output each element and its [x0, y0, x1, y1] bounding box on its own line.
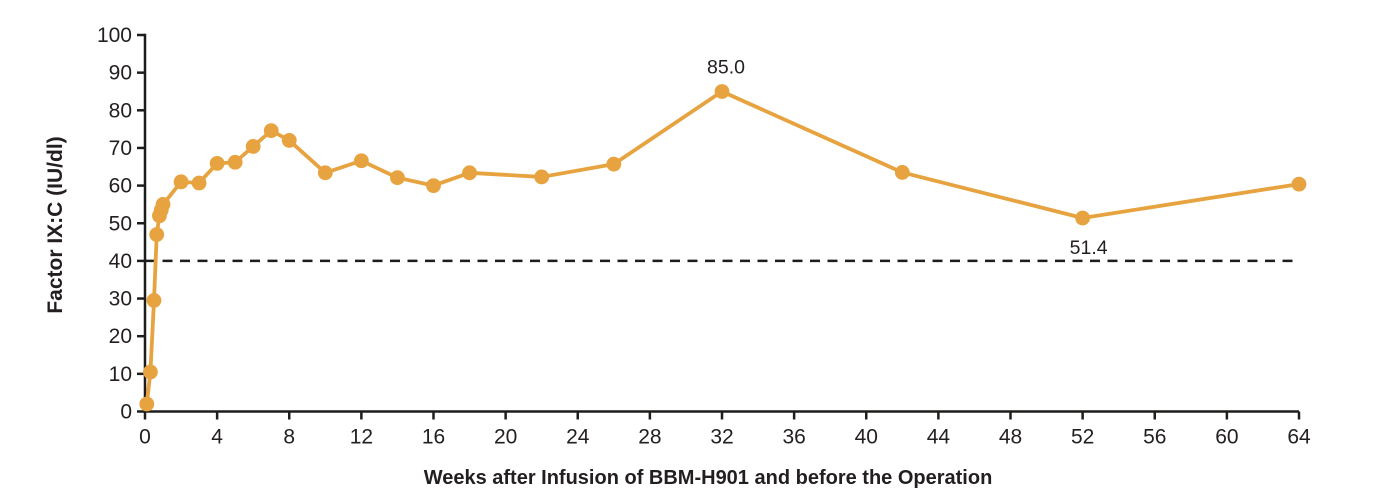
x-tick-label: 0 — [139, 426, 151, 449]
data-point — [155, 197, 171, 212]
y-tick-label: 0 — [120, 401, 132, 424]
x-tick-label: 4 — [211, 426, 223, 449]
y-tick-label: 50 — [109, 212, 132, 235]
x-tick-label: 24 — [566, 426, 590, 449]
y-tick-label: 90 — [109, 62, 132, 85]
x-tick-label: 60 — [1215, 426, 1238, 449]
y-tick-label: 20 — [109, 325, 132, 348]
y-tick-label: 40 — [109, 250, 132, 273]
x-tick-label: 64 — [1287, 426, 1311, 449]
data-series-group — [139, 84, 1307, 412]
data-point — [143, 364, 158, 380]
data-line — [144, 89, 1301, 406]
data-point — [462, 165, 477, 181]
data-point — [606, 156, 622, 172]
x-tick-label: 16 — [422, 426, 445, 449]
y-tick-label: 60 — [109, 175, 132, 198]
x-tick-label: 36 — [782, 426, 805, 449]
x-tick-label: 28 — [638, 426, 661, 449]
data-point — [173, 174, 189, 190]
data-point — [534, 169, 550, 185]
x-tick-label: 52 — [1071, 426, 1094, 449]
data-point — [191, 175, 207, 191]
x-tick-label: 32 — [710, 426, 733, 449]
data-point — [1291, 176, 1307, 192]
data-point — [353, 153, 369, 169]
data-point — [894, 165, 910, 180]
x-tick-label: 12 — [350, 426, 373, 449]
data-point — [390, 170, 405, 186]
data-point — [146, 293, 162, 308]
data-point — [227, 154, 243, 170]
y-axis-title: Factor IX:C (IU/dl) — [44, 136, 67, 313]
y-tick-label: 100 — [97, 24, 132, 47]
x-tick-label: 40 — [855, 426, 878, 449]
data-point — [209, 155, 225, 171]
y-tick-label: 30 — [109, 288, 132, 311]
data-point — [714, 84, 730, 99]
x-tick-label: 20 — [494, 426, 517, 449]
data-point — [149, 227, 165, 242]
data-point — [426, 178, 441, 194]
data-point — [281, 133, 297, 148]
x-axis-title: Weeks after Infusion of BBM-H901 and bef… — [424, 467, 993, 489]
x-tick-label: 48 — [999, 426, 1022, 449]
point-label-group: 85.0 51.4 — [707, 56, 1108, 259]
data-point — [317, 165, 333, 181]
x-tick-label: 44 — [927, 426, 951, 449]
data-point — [1075, 210, 1091, 226]
y-tick-label: 70 — [109, 137, 132, 160]
point-label: 85.0 — [707, 56, 745, 78]
data-point — [263, 123, 279, 139]
y-tick-label: 10 — [109, 363, 132, 386]
x-tick-label: 56 — [1143, 426, 1166, 449]
data-point — [139, 396, 155, 412]
x-tick-label: 8 — [283, 426, 295, 449]
y-tick-label: 80 — [109, 99, 132, 122]
point-label: 51.4 — [1070, 237, 1108, 259]
data-point — [245, 139, 261, 154]
